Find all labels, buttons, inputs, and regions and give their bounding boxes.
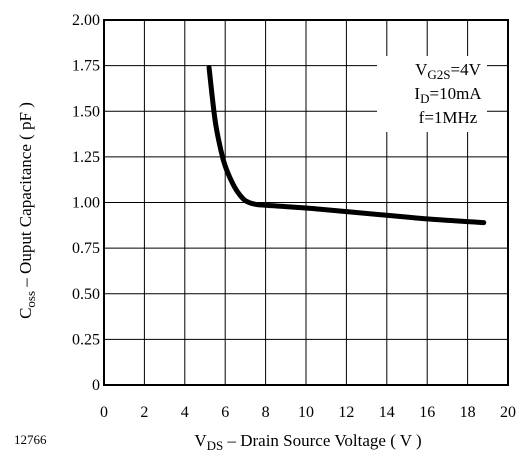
x-axis-label: VDS – Drain Source Voltage ( V ) bbox=[194, 431, 421, 453]
x-tick-label: 0 bbox=[100, 404, 108, 421]
y-tick-label: 1.75 bbox=[72, 58, 100, 75]
x-tick-label: 2 bbox=[140, 404, 148, 421]
y-axis-label: Coss – Ouput Capacitance ( pF ) bbox=[16, 102, 38, 319]
annotation-line: f=1MHz bbox=[419, 108, 478, 127]
x-axis-label-text: – Drain Source Voltage ( V ) bbox=[223, 431, 421, 450]
x-tick-label: 16 bbox=[419, 404, 435, 421]
x-tick-labels: 0 2 4 6 8 10 12 14 16 18 20 bbox=[100, 404, 516, 421]
y-tick-label: 1.50 bbox=[72, 103, 100, 120]
series-layer bbox=[206, 64, 487, 226]
annotation-line: ID=10mA bbox=[414, 84, 482, 106]
conditions-box bbox=[377, 56, 487, 132]
x-tick-label: 18 bbox=[460, 404, 476, 421]
y-tick-label: 1.00 bbox=[72, 195, 100, 212]
x-tick-label: 20 bbox=[500, 404, 516, 421]
annotation-symbol: I bbox=[414, 84, 420, 103]
annotation-line: VG2S=4V bbox=[415, 60, 481, 82]
x-tick-label: 8 bbox=[262, 404, 270, 421]
y-tick-label: 1.25 bbox=[72, 149, 100, 166]
x-axis-label-subscript: DS bbox=[207, 438, 224, 453]
plot-frame bbox=[103, 19, 509, 386]
y-axis-label-text: – Ouput Capacitance ( pF ) bbox=[16, 102, 35, 291]
y-tick-label: 0.25 bbox=[72, 331, 100, 348]
y-tick-label: 0.75 bbox=[72, 240, 100, 257]
annotation-symbol: V bbox=[415, 60, 428, 79]
annotation-subscript: D bbox=[420, 91, 429, 106]
annotation-value: f=1MHz bbox=[419, 108, 478, 127]
annotation-value: =4V bbox=[451, 60, 482, 79]
y-tick-labels: 0 0.25 0.50 0.75 1.00 1.25 1.50 1.75 2.00 bbox=[72, 12, 100, 394]
x-tick-label: 6 bbox=[221, 404, 229, 421]
x-tick-label: 12 bbox=[338, 404, 354, 421]
y-axis-label-prefix: C bbox=[16, 308, 35, 319]
y-axis-label-subscript: oss bbox=[23, 291, 38, 308]
annotation-subscript: G2S bbox=[427, 67, 450, 82]
annotation-value: =10mA bbox=[429, 84, 482, 103]
x-tick-label: 4 bbox=[181, 404, 189, 421]
x-tick-label: 14 bbox=[379, 404, 395, 421]
x-tick-label: 10 bbox=[298, 404, 314, 421]
x-axis-label-prefix: V bbox=[194, 431, 207, 450]
figure-id: 12766 bbox=[14, 432, 47, 447]
y-tick-label: 0.50 bbox=[72, 286, 100, 303]
y-tick-label: 2.00 bbox=[72, 12, 100, 29]
grid-lines bbox=[104, 20, 508, 385]
series-line-0 bbox=[206, 64, 487, 226]
y-tick-label: 0 bbox=[92, 377, 100, 394]
